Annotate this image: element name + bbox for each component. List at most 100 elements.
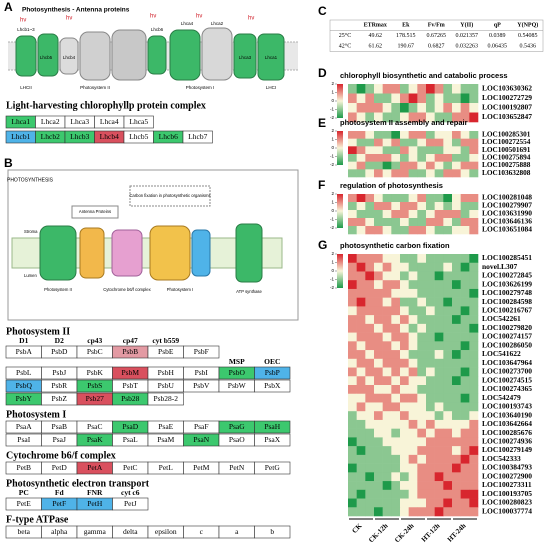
heatmap-cell (469, 376, 479, 386)
heatmap-cell (417, 218, 427, 227)
heatmap-cell (365, 297, 375, 307)
heatmap-cell (426, 306, 435, 316)
heatmap-cell (365, 306, 375, 316)
heatmap-cell (426, 489, 435, 499)
heatmap-cell (417, 507, 427, 517)
heatmap-cell (391, 103, 401, 113)
heatmap-cell (356, 507, 366, 517)
heatmap-cell (434, 154, 444, 162)
heatmap-cell (426, 103, 435, 113)
heatmap-cell (374, 402, 383, 412)
table-header: ETRmax (364, 23, 387, 29)
gene-label: LOC100384793 (482, 463, 532, 472)
heatmap-cell (382, 306, 392, 316)
heatmap-cell (417, 481, 427, 491)
heatmap-cell (400, 402, 409, 412)
heatmap-cell (374, 210, 383, 219)
heatmap-cell (469, 146, 479, 155)
heatmap-cell (460, 428, 470, 438)
heatmap-cell (365, 481, 375, 491)
heatmap-cell (356, 262, 366, 272)
gene-label: LOC100272729 (482, 93, 532, 102)
gene-name: PsaC (87, 422, 102, 431)
heatmap-cell (417, 169, 427, 178)
heatmap-cell (460, 498, 470, 508)
heatmap-cell (460, 138, 470, 147)
heatmap-cell (452, 393, 461, 403)
panel-label: A (4, 0, 13, 14)
heatmap-cell (434, 428, 444, 438)
heatmap-cell (426, 226, 435, 235)
table-row-label: 42°C (339, 43, 351, 50)
heatmap-cell (365, 428, 375, 438)
heatmap-cell (348, 84, 357, 94)
colorbar-tick-label: -2 (330, 115, 334, 120)
gene-name: Psb27 (86, 394, 105, 403)
heatmap-cell (348, 385, 357, 395)
subunit-label: D1 (19, 336, 28, 345)
heatmap-cell (365, 419, 375, 429)
heatmap-cell (382, 226, 392, 235)
heatmap-title: regulation of photosynthesis (340, 181, 443, 190)
gene-cell (182, 130, 213, 144)
heatmap-cell (426, 332, 435, 342)
heatmap-cell (391, 315, 401, 325)
heatmap-cell (452, 428, 461, 438)
heatmap-cell (417, 428, 427, 438)
heatmap-cell (382, 297, 392, 307)
heatmap-cell (382, 402, 392, 412)
pathway-label: Antenna Proteins (79, 209, 111, 214)
heatmap-cell (460, 446, 470, 456)
gene-label: LOC542333 (482, 454, 521, 463)
heatmap-cell (400, 315, 409, 325)
heatmap-cell (356, 332, 366, 342)
heatmap-cell (417, 93, 427, 104)
gene-name: PetJ (124, 499, 137, 508)
table-header: Y(NPQ) (517, 22, 538, 29)
psii-protein (59, 37, 79, 75)
heatmap-cell (400, 169, 409, 178)
heatmap-cell (365, 202, 375, 211)
heatmap-cell (443, 367, 453, 377)
gene-name: PsbT (123, 381, 139, 390)
heatmap-cell (417, 154, 427, 162)
gene-name: PetD (52, 463, 68, 472)
gene-label: LOC100274157 (482, 332, 532, 341)
heatmap-cell (469, 507, 479, 517)
heatmap-cell (382, 315, 392, 325)
gene-name: delta (123, 527, 138, 536)
heatmap-cell (426, 350, 435, 360)
colorbar (337, 84, 343, 118)
heatmap-cell (356, 428, 366, 438)
gene-name: beta (18, 527, 31, 536)
heatmap-cell (374, 446, 383, 456)
heatmap-cell (443, 376, 453, 386)
heatmap-cell (452, 226, 461, 235)
heatmap-cell (417, 498, 427, 508)
heatmap-cell (356, 161, 366, 170)
heatmap-cell (408, 507, 418, 517)
heatmap-cell (365, 385, 375, 395)
gene-name: PsaL (123, 435, 138, 444)
heatmap-cell (365, 393, 375, 403)
heatmap-cell (382, 138, 392, 147)
heatmap-cell (417, 194, 427, 203)
heatmap-cell (382, 146, 392, 155)
heatmap-cell (356, 367, 366, 377)
heatmap-cell (408, 323, 418, 333)
heatmap-cell (460, 376, 470, 386)
heatmap-cell (348, 489, 357, 499)
heatmap-cell (426, 419, 435, 429)
heatmap-cell (434, 169, 444, 178)
heatmap-cell (382, 154, 392, 162)
heatmap-cell (356, 202, 366, 211)
heatmap-cell (426, 194, 435, 203)
heatmap-cell (443, 131, 453, 139)
gene-label: LOC103647964 (482, 358, 532, 367)
heatmap-cell (348, 402, 357, 412)
heatmap-cell (400, 419, 409, 429)
heatmap-cell (374, 84, 383, 94)
heatmap-cell (391, 154, 401, 162)
gene-label: LOC542479 (482, 393, 521, 402)
heatmap-cell (426, 437, 435, 447)
